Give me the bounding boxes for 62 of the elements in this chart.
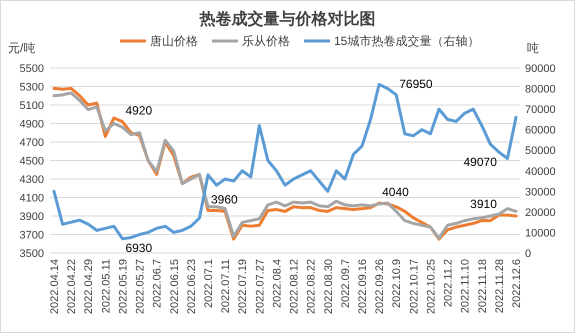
x-tick-label: 2022.09.16	[357, 259, 369, 314]
y2-tick-label: 10000	[525, 227, 556, 240]
x-tick-label: 2022.10.9	[391, 259, 404, 308]
x-tick-label: 2022.11.2	[442, 259, 455, 308]
y2-tick-label: 70000	[525, 104, 556, 116]
y-tick-label: 4700	[20, 137, 44, 149]
legend-label: 15城市热卷成交量（右轴）	[334, 34, 480, 48]
y2-tick-label: 90000	[525, 63, 556, 75]
y-tick-label: 4100	[20, 192, 44, 204]
x-tick-label: 2022.06.15	[168, 259, 181, 314]
legend-label: 乐从价格	[242, 34, 290, 48]
x-tick-label: 2022.04.22	[66, 259, 78, 314]
y2-tick-label: 40000	[525, 166, 556, 178]
chart-title: 热卷成交量与价格对比图	[198, 9, 376, 28]
y-tick-label: 5100	[20, 100, 44, 112]
y2-tick-label: 80000	[525, 84, 556, 96]
data-label: 4920	[125, 104, 152, 118]
x-tick-label: 2022.04.14	[49, 259, 61, 314]
x-tick-label: 2022.12.6	[511, 259, 523, 308]
data-label: 49070	[464, 155, 498, 170]
x-tick-label: 2022.07.27	[254, 259, 266, 314]
y-tick-label: 4300	[20, 174, 44, 186]
x-tick-label: 2022.06.23	[186, 259, 198, 314]
x-tick-label: 2022.08.22	[306, 259, 318, 314]
x-tick-label: 2022.09.26	[374, 259, 386, 314]
y2-tick-label: 50000	[525, 145, 556, 158]
y-tick-label: 5300	[20, 82, 44, 94]
x-tick-label: 2022.05.27	[134, 259, 147, 314]
y-tick-label: 5500	[20, 63, 44, 75]
y-tick-label: 3900	[20, 211, 44, 223]
y2-tick-label: 20000	[525, 206, 556, 219]
x-tick-label: 2022.05.11	[100, 259, 112, 314]
legend-label: 唐山价格	[150, 34, 198, 48]
data-label: 3960	[211, 192, 238, 206]
x-tick-label: 2022.08.4	[271, 259, 284, 308]
x-tick-label: 2022.08.30	[322, 259, 335, 314]
x-tick-label: 2022.07.11	[220, 259, 232, 314]
x-tick-label: 2022.07.1	[203, 259, 215, 308]
x-tick-label: 2022.08.12	[288, 259, 301, 314]
y2-axis-title: 吨	[527, 41, 539, 55]
x-tick-label: 2022.07.19	[237, 259, 250, 314]
x-tick-label: 2022.10.17	[408, 259, 420, 314]
data-label: 4040	[382, 185, 410, 200]
y-tick-label: 4900	[20, 118, 44, 130]
x-tick-label: 2022.11.18	[476, 259, 489, 314]
data-label: 3910	[470, 197, 498, 212]
x-tick-label: 2022.10.25	[425, 259, 438, 314]
x-tick-label: 2022.06.7	[152, 259, 164, 308]
y2-tick-label: 0	[525, 248, 532, 260]
data-label: 76950	[399, 76, 433, 91]
y2-tick-label: 60000	[525, 124, 556, 137]
x-tick-label: 2022.04.29	[83, 259, 96, 314]
x-tick-label: 2022.11.10	[460, 259, 472, 314]
x-tick-label: 2022.05.19	[117, 259, 130, 314]
x-tick-label: 2022.11.28	[494, 259, 506, 314]
x-tick-label: 2022.09.7	[340, 259, 352, 308]
y-tick-label: 3500	[20, 248, 44, 260]
y2-tick-label: 30000	[525, 186, 556, 198]
y-tick-label: 3700	[20, 230, 44, 242]
y-axis-title: 元/吨	[8, 41, 36, 55]
data-label: 6930	[125, 240, 152, 255]
y-tick-label: 4500	[20, 156, 44, 168]
